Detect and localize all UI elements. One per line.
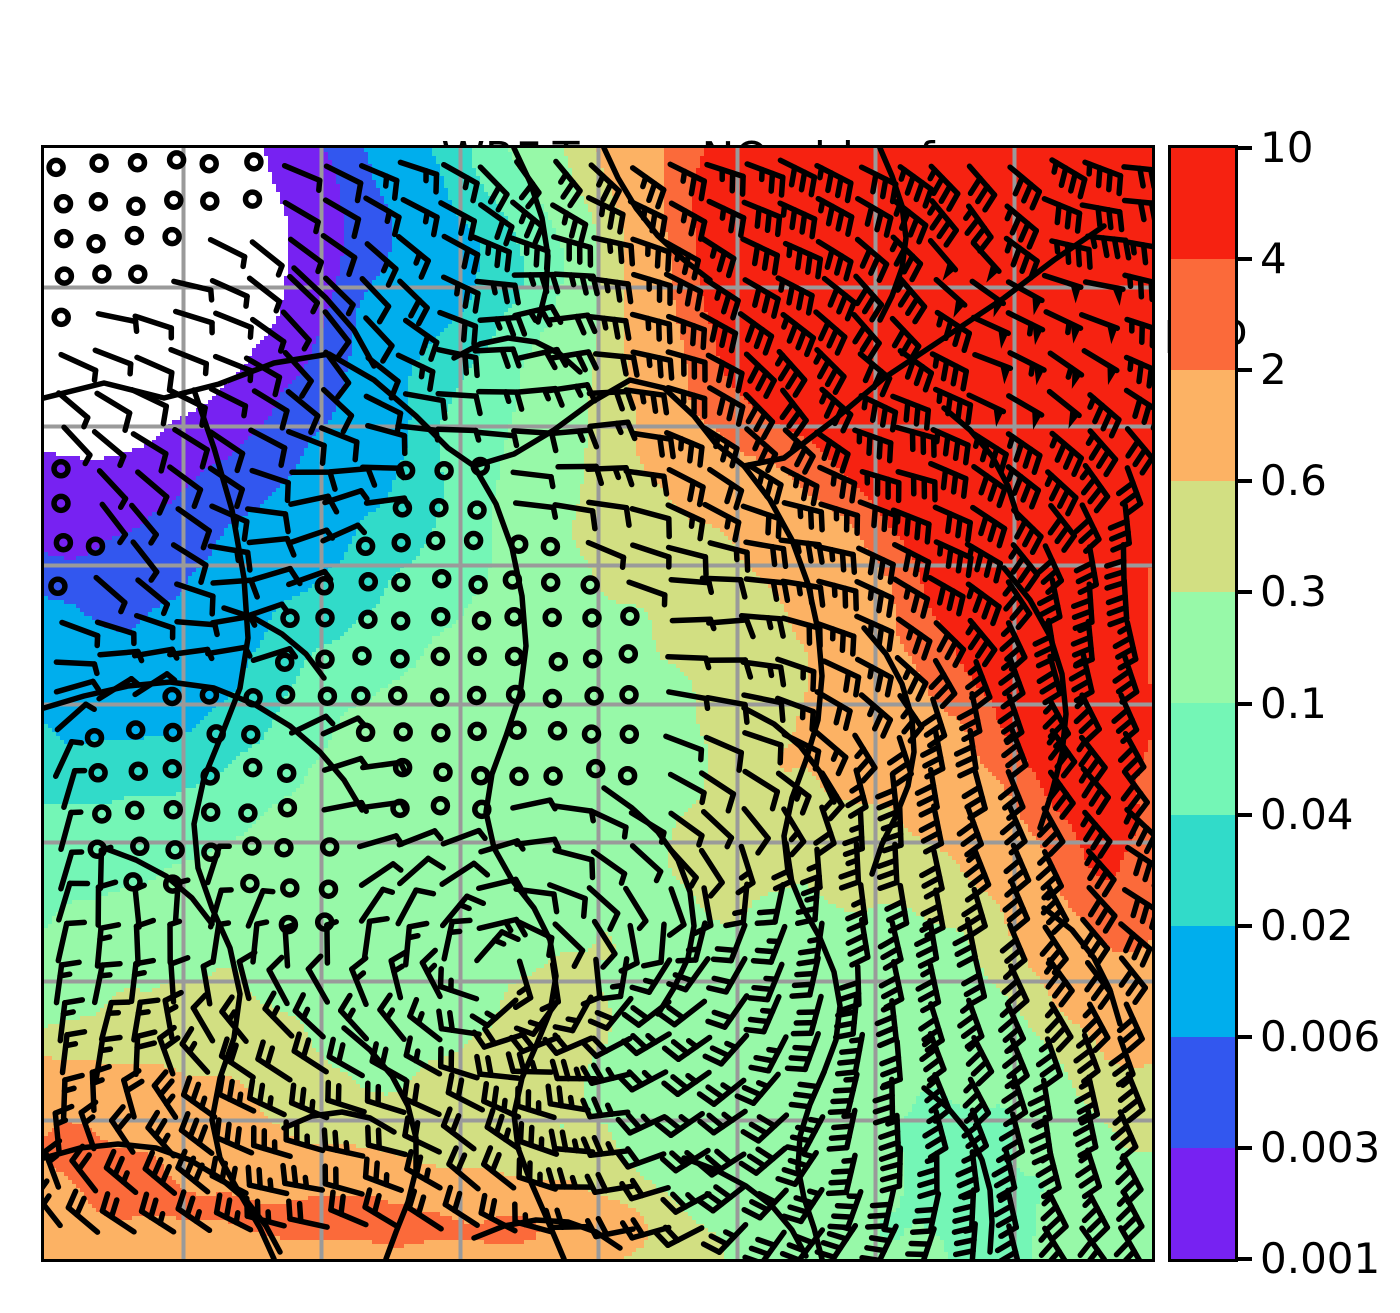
colorbar-band-3 — [1171, 814, 1235, 926]
colorbar-tick-label: 4 — [1260, 234, 1287, 284]
colorbar-tick-mark — [1238, 479, 1252, 484]
colorbar-tick-label: 0.006 — [1260, 1011, 1381, 1061]
map-plot-area — [41, 145, 1155, 1262]
colorbar-band-7 — [1171, 370, 1235, 482]
colorbar[interactable] — [1168, 145, 1238, 1262]
colorbar-tick-mark — [1238, 701, 1252, 706]
colorbar-tick-mark — [1238, 1145, 1252, 1150]
colorbar-tick-label: 0.04 — [1260, 789, 1354, 839]
colorbar-tick-mark — [1238, 1257, 1252, 1261]
colorbar-tick-mark — [1238, 257, 1252, 262]
colorbar-tick-label: 0.6 — [1260, 456, 1327, 506]
colorbar-tick-label: 0.1 — [1260, 678, 1327, 728]
colorbar-band-2 — [1171, 925, 1235, 1037]
colorbar-tick-mark — [1238, 1034, 1252, 1039]
colorbar-tick-mark — [1238, 368, 1252, 373]
colorbar-band-6 — [1171, 481, 1235, 593]
colorbar-band-9 — [1171, 148, 1235, 260]
colorbar-band-5 — [1171, 592, 1235, 704]
colorbar-tick-label: 2 — [1260, 345, 1287, 395]
colorbar-tick-label: 0.001 — [1260, 1234, 1381, 1283]
colorbar-band-1 — [1171, 1036, 1235, 1148]
colorbar-tick-mark — [1238, 590, 1252, 595]
colorbar-tick-labels: 10 4 2 0.6 0.3 0.1 0.04 0.02 0.006 0.003 0.001 — [1238, 125, 1400, 1282]
colorbar-band-4 — [1171, 703, 1235, 815]
colorbar-tick-mark — [1238, 812, 1252, 817]
wind-barb-layer — [44, 150, 1152, 1259]
colorbar-tick-label: 0.003 — [1260, 1122, 1381, 1172]
colorbar-tick-label: 0.02 — [1260, 900, 1354, 950]
colorbar-tick-label: 0.3 — [1260, 567, 1327, 617]
colorbar-tick-mark — [1238, 923, 1252, 928]
colorbar-band-0 — [1171, 1147, 1235, 1259]
map-svg — [44, 148, 1152, 1259]
colorbar-band-8 — [1171, 259, 1235, 371]
colorbar-tick-mark — [1238, 146, 1252, 150]
colorbar-tick-label: 10 — [1260, 123, 1314, 172]
